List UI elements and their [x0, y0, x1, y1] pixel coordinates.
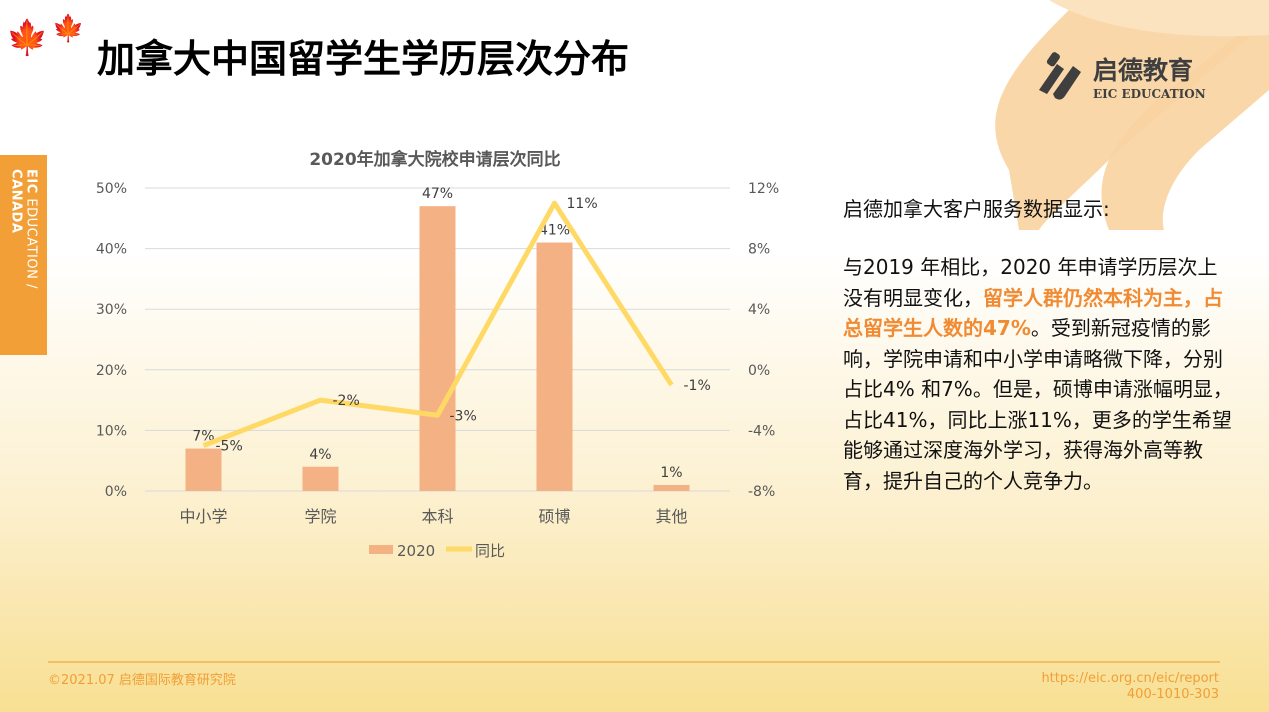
decorative-stripes	[939, 0, 1269, 230]
right-tick-label: -8%	[748, 484, 775, 500]
line-label: -2%	[333, 393, 360, 409]
panel-heading: 启德加拿大客户服务数据显示:	[843, 197, 1110, 221]
bar	[419, 206, 456, 491]
line-label: -5%	[216, 439, 243, 455]
legend-label: 2020	[397, 542, 435, 560]
line-label: 11%	[567, 196, 598, 212]
eic-logo-icon	[1039, 52, 1081, 100]
phone: 400-1010-303	[1126, 687, 1219, 702]
panel-body: 与2019 年相比，2020 年申请学历层次上没有明显变化，留学人群仍然本科为主…	[843, 255, 1233, 493]
report-link[interactable]: https://eic.org.cn/eic/report	[1041, 671, 1219, 686]
page-title: 加拿大中国留学生学历层次分布	[97, 37, 630, 81]
copyright: ©2021.07 启德国际教育研究院	[48, 673, 236, 688]
bar-label: 4%	[309, 447, 331, 463]
left-tick-label: 40%	[96, 242, 127, 258]
category-label: 硕博	[538, 507, 570, 526]
right-tick-label: -4%	[748, 423, 775, 439]
right-tick-label: 4%	[748, 302, 770, 318]
bar	[302, 466, 339, 491]
bar	[185, 448, 222, 491]
chart-title: 2020年加拿大院校申请层次同比	[309, 150, 561, 170]
footer-divider	[48, 661, 1220, 663]
right-tick-label: 8%	[748, 242, 770, 258]
category-label: 学院	[304, 507, 336, 526]
category-label: 本科	[421, 507, 453, 526]
bar	[653, 484, 690, 491]
bar-label: 41%	[539, 223, 570, 239]
yoy-line	[202, 200, 674, 448]
left-tick-label: 20%	[96, 363, 127, 379]
bar-label: 47%	[422, 186, 453, 202]
left-tick-label: 50%	[96, 181, 127, 197]
category-label: 中小学	[179, 507, 227, 526]
line-label: -1%	[684, 378, 711, 394]
maple-leaf-icon: 🍁	[52, 14, 85, 44]
bar-label: 7%	[192, 429, 214, 445]
right-tick-label: 12%	[748, 181, 779, 197]
side-tab: EIC EDUCATION / CANADA	[0, 155, 47, 355]
right-tick-label: 0%	[748, 363, 770, 379]
highlight: 留学人群仍然本科为主，占总留学生人数的47%	[843, 285, 1223, 341]
bar	[536, 242, 573, 491]
category-label: 其他	[655, 507, 687, 526]
eic-logo: 启德教育 EIC EDUCATION	[1035, 50, 1206, 102]
line-label: -3%	[450, 408, 477, 424]
legend-label: 同比	[475, 542, 505, 560]
legend-swatch-2020	[369, 545, 393, 554]
combo-chart: 0% -8% 10% -4% 20% 0% 30% 4% 40% 8% 50% 12% 7% 4% 47% 4…	[96, 181, 779, 560]
maple-leaf-icon: 🍁	[6, 18, 49, 58]
left-tick-label: 0%	[105, 484, 127, 500]
bar-label: 1%	[660, 465, 682, 481]
left-tick-label: 30%	[96, 302, 127, 318]
left-tick-label: 10%	[96, 423, 127, 439]
